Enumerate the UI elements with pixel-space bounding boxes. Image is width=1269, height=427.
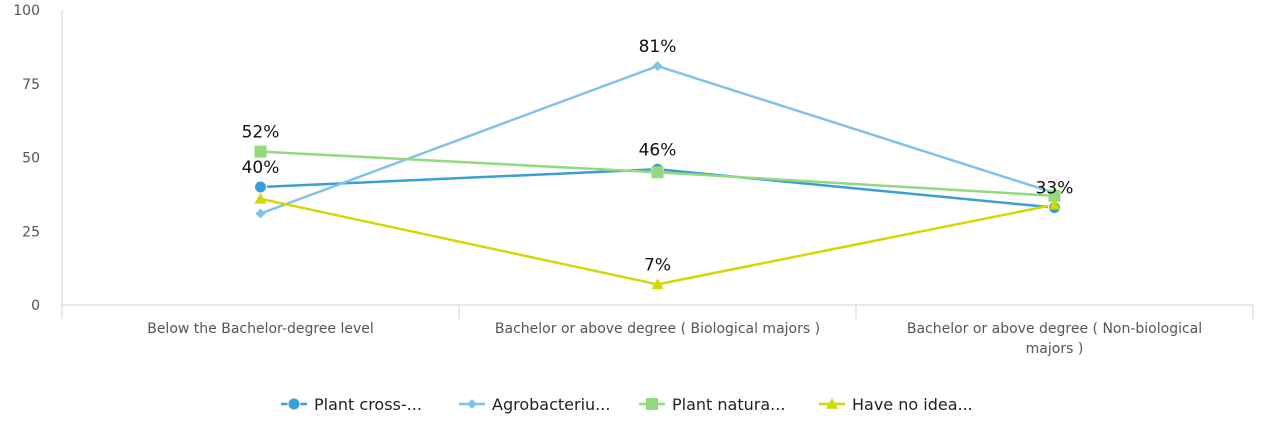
legend-marker-icon (467, 399, 477, 409)
data-label: 81% (639, 37, 677, 57)
y-tick-label: 0 (31, 298, 40, 314)
legend-item[interactable]: Agrobacteriu... (459, 395, 610, 414)
x-tick-label: Bachelor or above degree ( Biological ma… (495, 321, 820, 337)
x-tick-label: Below the Bachelor-degree level (147, 321, 374, 337)
y-tick-label: 75 (22, 77, 40, 93)
data-point-marker (651, 278, 664, 290)
axes: 0 25 50 75 100 Below the Bachelor-degree leve… (13, 3, 1254, 357)
data-point-marker (255, 208, 266, 219)
y-tick-label: 100 (13, 3, 40, 19)
legend-label: Agrobacteriu... (492, 395, 610, 414)
legend-item[interactable]: Have no idea... (819, 395, 973, 414)
data-point-marker (1048, 198, 1061, 210)
data-label: 33% (1036, 179, 1074, 199)
data-point-marker (254, 145, 267, 158)
legend-label: Plant natura... (672, 395, 785, 414)
x-tick-label: Bachelor or above degree ( Non-biologica… (907, 321, 1202, 337)
y-tick-label: 25 (22, 224, 40, 240)
legend-label: Have no idea... (852, 395, 973, 414)
data-point-marker (652, 61, 663, 72)
legend-marker-icon (646, 398, 658, 410)
data-point-marker (1048, 189, 1061, 202)
legend-item[interactable]: Plant cross-... (281, 395, 422, 414)
legend-marker-icon (826, 398, 838, 409)
series-markers (254, 61, 1061, 290)
data-labels: 40% 52% 81% 46% 7% 33% (242, 37, 1074, 275)
x-tick-label: majors ) (1026, 341, 1084, 357)
data-point-marker (254, 192, 267, 204)
legend[interactable]: Plant cross-... Agrobacteriu... Plant natu… (281, 395, 973, 414)
legend-item[interactable]: Plant natura... (639, 395, 785, 414)
legend-marker-icon (287, 397, 301, 411)
data-label: 7% (644, 255, 671, 275)
data-label: 46% (639, 140, 677, 160)
legend-label: Plant cross-... (314, 395, 422, 414)
data-label: 40% (242, 158, 280, 178)
y-tick-label: 50 (22, 151, 40, 167)
data-label: 52% (242, 123, 280, 143)
data-point-marker (254, 180, 267, 194)
data-point-marker (651, 166, 664, 179)
